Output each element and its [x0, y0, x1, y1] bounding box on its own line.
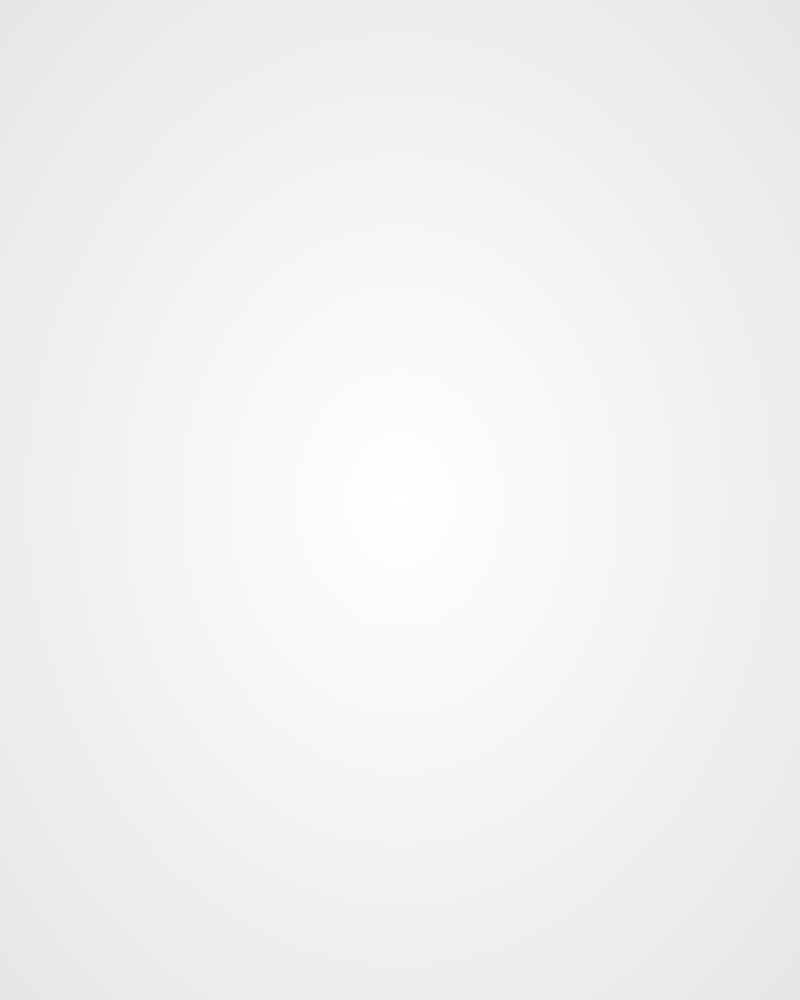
infographic-stage	[0, 0, 800, 1000]
